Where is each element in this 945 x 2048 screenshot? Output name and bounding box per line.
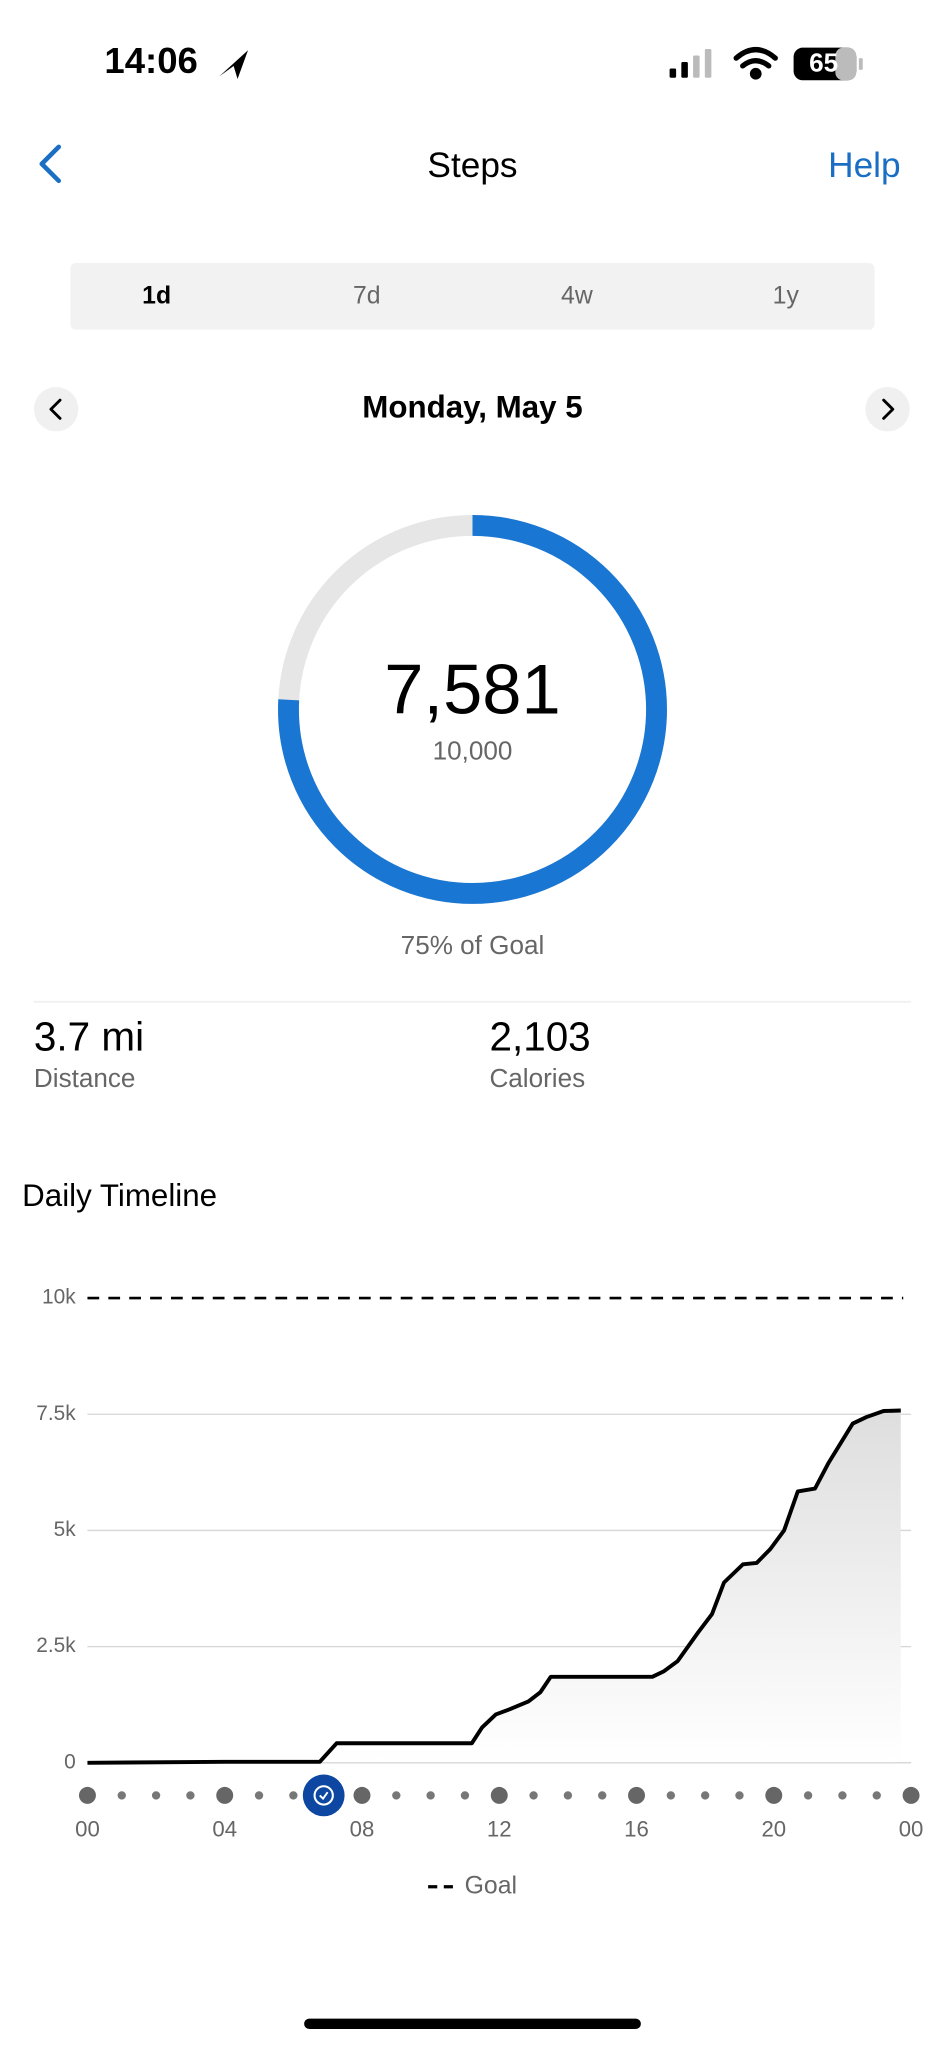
prev-arrow [49, 398, 62, 420]
status-time: 14:06 [104, 40, 197, 81]
hour-dot [117, 1791, 126, 1800]
x-tick-label: 12 [487, 1817, 512, 1842]
hour-dot [460, 1791, 470, 1800]
prev-day[interactable] [33, 387, 79, 432]
back-button[interactable] [39, 144, 62, 184]
hour-dot [666, 1791, 676, 1800]
location-icon [219, 50, 248, 79]
step-goal: 10,000 [433, 735, 513, 765]
stat-value: 2,103 [489, 1013, 590, 1059]
hour-dot [289, 1791, 298, 1800]
battery-empty [835, 47, 857, 81]
hour-dot [490, 1786, 508, 1804]
next-arrow [882, 398, 895, 420]
home-indicator [304, 2018, 641, 2030]
hour-dot [426, 1791, 435, 1800]
x-tick-label: 16 [624, 1817, 649, 1842]
chart-title: Daily Timeline [22, 1178, 217, 1213]
hour-dot [529, 1791, 538, 1800]
hour-dot [392, 1791, 401, 1800]
y-tick-label: 0 [64, 1750, 76, 1773]
wifi-icon [733, 47, 778, 80]
hour-dot [563, 1791, 573, 1800]
help-link[interactable]: Help [828, 146, 900, 185]
hour-dot [902, 1786, 920, 1804]
hour-dot [872, 1791, 881, 1800]
goal-percent: 75% of Goal [401, 930, 545, 960]
x-tick-label: 20 [761, 1817, 786, 1842]
hour-dot [151, 1791, 161, 1800]
area [87, 1410, 901, 1763]
tab-bar [70, 263, 875, 330]
hour-dot [838, 1791, 847, 1800]
step-count: 7,581 [384, 650, 560, 729]
hour-dot [78, 1786, 96, 1804]
x-tick-label: 00 [75, 1817, 100, 1842]
hour-dot [254, 1791, 264, 1800]
tab-selected[interactable]: 1d [142, 283, 171, 310]
date-label: Monday, May 5 [362, 390, 582, 425]
tab[interactable]: 7d [353, 283, 381, 310]
now-marker [302, 1774, 345, 1817]
y-tick-label: 5k [54, 1518, 77, 1541]
timeline-chart: 0 2.5k 5k 7.5k 10k 00 04 08 12 16 20 00 [36, 1286, 923, 1842]
next-day[interactable] [865, 387, 910, 432]
hour-dot [628, 1786, 646, 1804]
battery-tip [858, 58, 863, 70]
x-tick-label: 00 [899, 1817, 924, 1842]
battery-level: 65 [809, 48, 838, 78]
stat-label: Calories [489, 1063, 585, 1093]
x-tick-label: 04 [212, 1817, 237, 1842]
tab[interactable]: 1y [773, 283, 800, 310]
step-line [87, 1408, 901, 1765]
tab[interactable]: 4w [561, 283, 593, 310]
hour-dot [353, 1786, 371, 1804]
y-tick-label: 7.5k [36, 1402, 76, 1425]
hour-dot [803, 1791, 813, 1800]
hour-dot [598, 1791, 607, 1800]
y-tick-label: 10k [42, 1286, 76, 1309]
stat-value: 3.7 mi [34, 1013, 144, 1059]
x-tick-label: 08 [350, 1817, 375, 1842]
hour-dot [216, 1786, 234, 1804]
legend-label: Goal [465, 1872, 517, 1899]
hour-dot [186, 1791, 195, 1800]
stat-label: Distance [34, 1063, 136, 1093]
signal-icon [669, 48, 712, 78]
ring-progress [278, 514, 667, 904]
y-tick-label: 2.5k [36, 1634, 76, 1657]
hour-dot [700, 1791, 710, 1800]
page-title: Steps [427, 146, 517, 185]
hour-dot [765, 1786, 783, 1804]
hour-dot [735, 1791, 744, 1800]
